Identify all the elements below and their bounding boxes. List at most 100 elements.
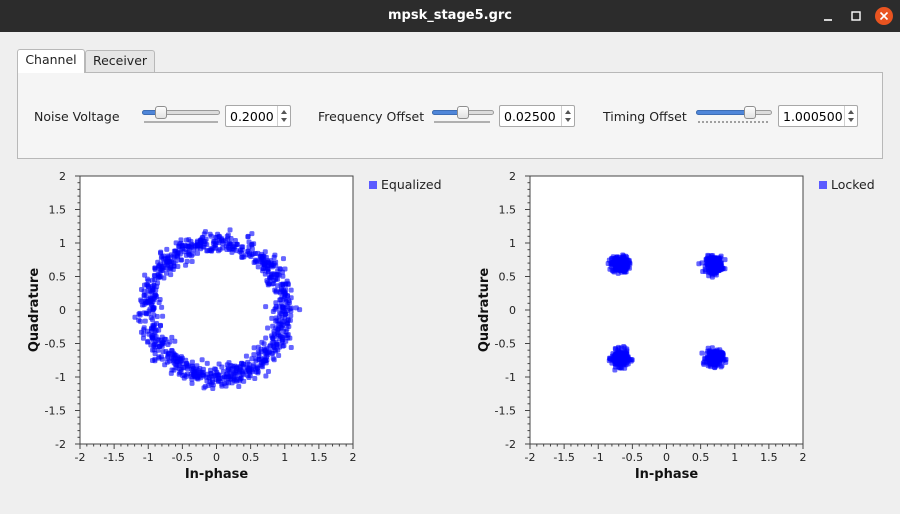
- data-point: [245, 367, 251, 373]
- maximize-button[interactable]: [846, 6, 866, 26]
- data-point: [263, 304, 269, 310]
- data-point: [151, 347, 157, 353]
- chevron-down-icon[interactable]: [565, 118, 571, 122]
- noise-voltage-input[interactable]: [226, 106, 278, 126]
- timing-offset-label: Timing Offset: [603, 109, 687, 124]
- window-title: mpsk_stage5.grc: [388, 8, 512, 23]
- data-point: [183, 262, 189, 268]
- timing-offset-input[interactable]: [779, 106, 845, 126]
- chevron-down-icon[interactable]: [848, 118, 854, 122]
- timing-offset-slider[interactable]: [696, 106, 772, 126]
- data-point: [241, 361, 247, 367]
- plot-area: [529, 175, 804, 445]
- data-point: [159, 334, 165, 340]
- data-point: [256, 357, 262, 363]
- data-point: [201, 385, 207, 391]
- x-tick-label: -2: [75, 451, 86, 464]
- noise-voltage-slider[interactable]: [142, 106, 220, 126]
- legend-swatch: [369, 181, 377, 189]
- chevron-up-icon[interactable]: [281, 110, 287, 114]
- data-point: [260, 268, 266, 274]
- tab-channel[interactable]: Channel: [17, 49, 85, 73]
- data-point: [280, 256, 286, 262]
- noise-voltage-stepper[interactable]: [277, 106, 290, 126]
- x-tick-label: 1: [281, 451, 288, 464]
- data-point: [165, 253, 171, 259]
- data-point: [280, 273, 286, 279]
- data-point: [184, 361, 190, 367]
- data-point: [208, 367, 214, 373]
- data-point: [270, 355, 276, 361]
- data-point: [215, 231, 221, 237]
- x-tick-label: 0.5: [242, 451, 260, 464]
- data-point: [149, 358, 155, 364]
- minimize-button[interactable]: [818, 6, 838, 26]
- data-point: [157, 323, 163, 329]
- data-point: [621, 255, 627, 261]
- timing-offset-stepper[interactable]: [844, 106, 857, 126]
- data-point: [152, 267, 158, 273]
- data-point: [225, 244, 231, 250]
- data-point: [220, 368, 226, 374]
- data-point: [189, 380, 195, 386]
- chevron-down-icon[interactable]: [281, 118, 287, 122]
- x-axis-label: In-phase: [185, 467, 249, 482]
- data-point: [140, 335, 146, 341]
- frequency-offset-label: Frequency Offset: [318, 109, 425, 124]
- frequency-offset-input[interactable]: [500, 106, 562, 126]
- data-point: [190, 372, 196, 378]
- data-point: [164, 246, 170, 252]
- data-point: [284, 293, 290, 299]
- noise-voltage-slider-handle[interactable]: [155, 106, 168, 119]
- tab-receiver[interactable]: Receiver: [85, 50, 155, 72]
- data-point: [609, 256, 615, 262]
- data-point: [249, 231, 255, 237]
- chevron-up-icon[interactable]: [565, 110, 571, 114]
- data-point: [276, 313, 282, 319]
- data-point: [207, 247, 213, 253]
- data-point: [270, 308, 276, 314]
- minimize-icon: [824, 19, 832, 21]
- frequency-offset-slider[interactable]: [432, 106, 494, 126]
- data-point: [269, 350, 275, 356]
- data-point: [171, 367, 177, 373]
- frequency-offset-spinbox[interactable]: [499, 105, 575, 127]
- data-point: [251, 241, 257, 247]
- data-point: [151, 306, 157, 312]
- data-point: [265, 260, 271, 266]
- data-point: [273, 348, 279, 354]
- timing-offset-slider-handle[interactable]: [744, 106, 756, 119]
- data-point: [156, 354, 162, 360]
- data-point: [139, 302, 145, 308]
- data-point: [236, 368, 242, 374]
- y-tick-label: 1.5: [499, 204, 517, 217]
- data-point: [696, 261, 702, 267]
- data-point: [280, 282, 286, 288]
- data-point: [169, 259, 175, 265]
- x-tick-label: -2: [525, 451, 536, 464]
- data-point: [277, 309, 283, 315]
- y-tick-label: 0: [59, 304, 66, 317]
- data-point: [285, 332, 291, 338]
- frequency-offset-stepper[interactable]: [561, 106, 574, 126]
- chevron-up-icon[interactable]: [848, 110, 854, 114]
- data-point: [132, 314, 138, 320]
- data-point: [273, 300, 279, 306]
- data-point: [170, 253, 176, 259]
- data-point: [253, 366, 259, 372]
- data-point: [246, 361, 252, 367]
- data-point: [278, 324, 284, 330]
- timing-offset-spinbox[interactable]: [778, 105, 858, 127]
- plot-area: [79, 175, 354, 445]
- frequency-offset-slider-handle[interactable]: [457, 106, 469, 119]
- data-point: [614, 255, 620, 261]
- data-point: [243, 353, 249, 359]
- data-point: [260, 364, 266, 370]
- data-point: [228, 376, 234, 382]
- x-tick-label: 2: [350, 451, 357, 464]
- data-point: [141, 325, 147, 331]
- close-button[interactable]: [874, 6, 894, 26]
- x-axis-label: In-phase: [635, 467, 699, 482]
- data-point: [165, 259, 171, 265]
- noise-voltage-spinbox[interactable]: [225, 105, 291, 127]
